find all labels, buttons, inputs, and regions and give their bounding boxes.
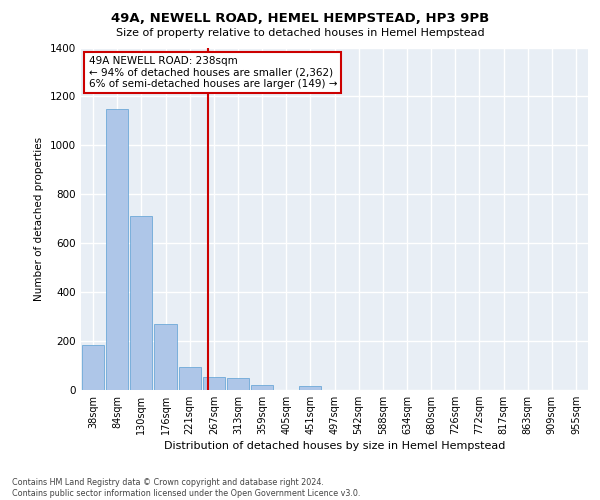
Bar: [203, 376, 225, 390]
Bar: [106, 108, 128, 390]
X-axis label: Distribution of detached houses by size in Hemel Hempstead: Distribution of detached houses by size …: [164, 442, 505, 452]
Text: 49A NEWELL ROAD: 238sqm
← 94% of detached houses are smaller (2,362)
6% of semi-: 49A NEWELL ROAD: 238sqm ← 94% of detache…: [89, 56, 337, 90]
Text: Size of property relative to detached houses in Hemel Hempstead: Size of property relative to detached ho…: [116, 28, 484, 38]
Bar: [299, 386, 322, 390]
Bar: [130, 216, 152, 390]
Text: 49A, NEWELL ROAD, HEMEL HEMPSTEAD, HP3 9PB: 49A, NEWELL ROAD, HEMEL HEMPSTEAD, HP3 9…: [111, 12, 489, 26]
Bar: [227, 378, 249, 390]
Y-axis label: Number of detached properties: Number of detached properties: [34, 136, 44, 301]
Bar: [82, 344, 104, 390]
Bar: [154, 324, 176, 390]
Text: Contains HM Land Registry data © Crown copyright and database right 2024.
Contai: Contains HM Land Registry data © Crown c…: [12, 478, 361, 498]
Bar: [251, 385, 273, 390]
Bar: [179, 367, 201, 390]
